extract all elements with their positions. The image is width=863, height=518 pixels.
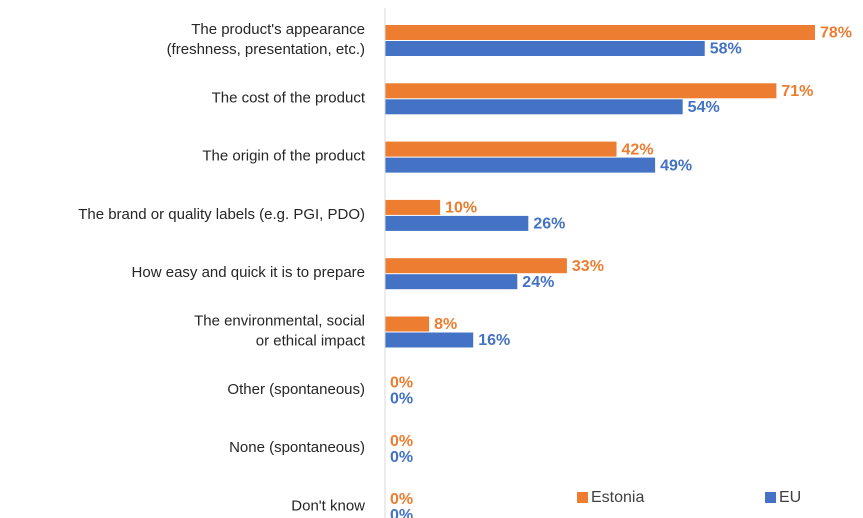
- bar: [385, 332, 474, 348]
- legend-swatch: [577, 492, 588, 503]
- category-label: Don't know: [291, 497, 365, 514]
- bar: [385, 316, 430, 332]
- category-label: The cost of the product: [212, 89, 366, 106]
- legend-swatch: [765, 492, 776, 503]
- value-label: 16%: [478, 332, 510, 349]
- bar: [385, 157, 656, 173]
- value-label: 26%: [533, 216, 565, 233]
- value-label: 49%: [660, 157, 692, 174]
- category-line: The product's appearance: [191, 21, 365, 38]
- value-label: 0%: [390, 491, 413, 508]
- category-line: (freshness, presentation, etc.): [167, 41, 365, 58]
- bar: [385, 41, 705, 56]
- category-label: Other (spontaneous): [227, 381, 365, 398]
- bar: [385, 215, 529, 231]
- value-label: 0%: [390, 375, 413, 392]
- value-label: 54%: [688, 99, 720, 116]
- value-label: 0%: [390, 449, 413, 466]
- category-label: The origin of the product: [202, 148, 365, 165]
- value-label: 33%: [572, 258, 604, 275]
- category-label: The environmental, social or ethical impa…: [194, 312, 366, 349]
- bar: [385, 141, 617, 157]
- bar: [385, 274, 518, 290]
- category-label: The product's appearance (freshness, pres…: [167, 21, 365, 58]
- value-label: 8%: [434, 316, 457, 333]
- bar: [385, 199, 441, 215]
- category-line: or ethical impact: [256, 332, 366, 349]
- category-label: The brand or quality labels (e.g. PGI, P…: [78, 206, 365, 223]
- value-label: 58%: [710, 41, 742, 58]
- bar: [385, 25, 815, 40]
- value-label: 10%: [445, 200, 477, 217]
- value-label: 78%: [820, 25, 852, 42]
- category-label: How easy and quick it is to prepare: [132, 264, 365, 281]
- value-label: 0%: [390, 433, 413, 450]
- category-line: The environmental, social: [194, 312, 365, 329]
- legend-label: EU: [779, 489, 801, 506]
- value-label: 42%: [622, 141, 654, 158]
- category-label: None (spontaneous): [229, 439, 365, 456]
- value-label: 24%: [522, 274, 554, 291]
- value-label: 0%: [390, 507, 413, 518]
- bar: [385, 83, 777, 99]
- bar: [385, 258, 567, 274]
- legend-label: Estonia: [591, 489, 644, 506]
- value-label: 0%: [390, 391, 413, 408]
- bar: [385, 99, 683, 115]
- value-label: 71%: [781, 83, 813, 100]
